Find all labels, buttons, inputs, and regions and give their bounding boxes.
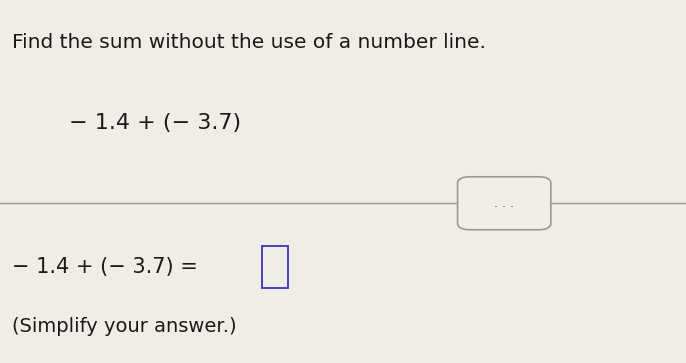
FancyBboxPatch shape	[458, 177, 551, 230]
Text: Find the sum without the use of a number line.: Find the sum without the use of a number…	[12, 33, 486, 52]
Text: . . .: . . .	[494, 197, 514, 210]
Text: − 1.4 + (− 3.7): − 1.4 + (− 3.7)	[69, 113, 241, 134]
Text: − 1.4 + (− 3.7) =: − 1.4 + (− 3.7) =	[12, 257, 205, 277]
Text: (Simplify your answer.): (Simplify your answer.)	[12, 317, 237, 336]
FancyBboxPatch shape	[262, 246, 288, 287]
